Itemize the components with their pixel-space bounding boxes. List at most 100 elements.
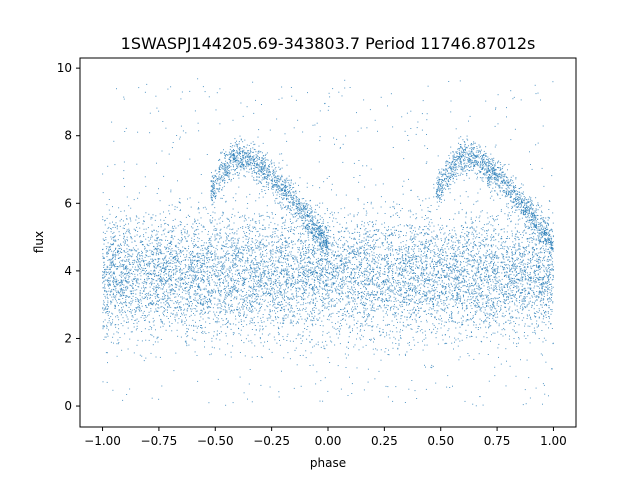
scatter-point: [142, 298, 144, 300]
scatter-point: [445, 288, 447, 289]
scatter-point: [194, 233, 196, 235]
scatter-point: [318, 248, 320, 250]
scatter-point: [359, 275, 361, 276]
scatter-point: [257, 269, 259, 271]
scatter-point: [126, 248, 128, 250]
scatter-point: [484, 246, 486, 248]
scatter-point: [425, 337, 427, 339]
scatter-point: [372, 259, 374, 261]
scatter-point: [448, 303, 450, 305]
scatter-point: [360, 256, 361, 257]
scatter-point: [280, 261, 282, 263]
scatter-point: [150, 302, 152, 304]
scatter-point: [249, 271, 251, 273]
scatter-point: [229, 265, 231, 267]
scatter-point: [415, 292, 416, 294]
scatter-point: [548, 267, 550, 268]
scatter-point: [165, 267, 167, 269]
scatter-point: [432, 261, 433, 263]
scatter-point: [515, 239, 517, 241]
scatter-point: [271, 212, 273, 213]
scatter-point: [332, 214, 334, 216]
scatter-point: [183, 309, 185, 311]
scatter-point: [173, 272, 175, 274]
scatter-point: [433, 225, 435, 227]
scatter-point: [109, 294, 111, 296]
scatter-point: [420, 298, 422, 300]
scatter-point: [497, 266, 498, 268]
scatter-point: [539, 252, 541, 254]
scatter-point: [498, 297, 500, 298]
scatter-point: [218, 290, 220, 292]
scatter-point: [255, 247, 257, 249]
scatter-point: [107, 362, 108, 364]
scatter-point: [387, 235, 389, 237]
scatter-point: [113, 271, 115, 273]
scatter-point: [134, 276, 136, 278]
scatter-point: [275, 318, 277, 320]
scatter-point: [537, 325, 539, 327]
scatter-point: [172, 274, 174, 276]
scatter-point: [124, 279, 126, 281]
scatter-point: [225, 332, 227, 334]
scatter-point: [138, 261, 140, 263]
scatter-point: [524, 306, 526, 308]
scatter-point: [257, 282, 259, 284]
scatter-point: [176, 312, 178, 314]
scatter-point: [188, 300, 189, 302]
scatter-point: [464, 268, 466, 270]
scatter-point: [287, 253, 289, 255]
scatter-point: [345, 261, 347, 263]
scatter-point: [413, 279, 415, 281]
scatter-point: [455, 339, 457, 341]
scatter-point: [185, 274, 187, 276]
scatter-point: [448, 242, 450, 244]
scatter-point: [219, 299, 221, 301]
scatter-point: [538, 282, 540, 283]
scatter-point: [368, 295, 370, 296]
scatter-point: [327, 258, 329, 259]
scatter-point: [335, 280, 337, 282]
scatter-point: [234, 264, 236, 266]
scatter-point: [278, 241, 280, 243]
scatter-point: [125, 265, 127, 267]
scatter-point: [226, 253, 228, 255]
scatter-point: [415, 331, 417, 333]
scatter-point: [506, 284, 508, 286]
scatter-point: [349, 276, 351, 278]
scatter-point: [431, 313, 433, 315]
scatter-point: [367, 248, 369, 250]
scatter-point: [405, 288, 407, 290]
scatter-point: [141, 292, 143, 294]
scatter-point: [522, 280, 524, 282]
scatter-point: [209, 323, 211, 324]
scatter-point: [543, 265, 545, 267]
scatter-point: [219, 300, 221, 302]
scatter-point: [505, 251, 507, 253]
scatter-point: [483, 244, 485, 246]
scatter-point: [130, 309, 131, 310]
scatter-point: [184, 229, 186, 231]
scatter-point: [511, 254, 513, 256]
scatter-point: [170, 315, 171, 317]
scatter-point: [115, 254, 117, 256]
scatter-point: [403, 276, 405, 278]
scatter-point: [363, 296, 365, 298]
scatter-point: [419, 292, 420, 294]
scatter-point: [136, 282, 138, 284]
scatter-point: [428, 303, 430, 305]
scatter-point: [441, 320, 443, 322]
scatter-point: [158, 260, 160, 262]
scatter-point: [541, 313, 543, 315]
scatter-point: [197, 303, 199, 304]
scatter-point: [131, 241, 133, 243]
scatter-point: [271, 213, 273, 215]
scatter-point: [427, 210, 429, 212]
scatter-point: [326, 289, 328, 291]
scatter-point: [492, 244, 494, 246]
scatter-point: [435, 299, 436, 301]
scatter-point: [179, 286, 181, 288]
scatter-point: [330, 278, 332, 280]
scatter-point: [113, 239, 115, 241]
scatter-point: [291, 305, 293, 306]
